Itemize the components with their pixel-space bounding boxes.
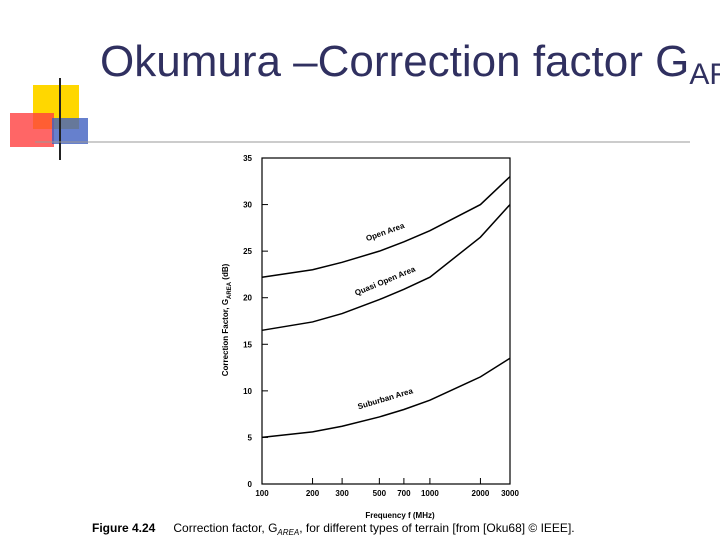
x-tick-label: 700 xyxy=(397,489,411,498)
x-tick-label: 100 xyxy=(255,489,269,498)
y-label-part: (dB) xyxy=(221,263,230,282)
series-line xyxy=(261,176,511,278)
caption: Figure 4.24 Correction factor, GAREA, for… xyxy=(92,521,575,537)
caption-text: Correction factor, G xyxy=(173,521,277,535)
caption-rest: , for different types of terrain [from [… xyxy=(299,521,574,535)
slide-title: Okumura –Correction factor GAREA xyxy=(100,37,720,91)
x-tick-label: 500 xyxy=(373,489,387,498)
series-label: Quasi Open Area xyxy=(353,264,417,297)
y-tick-label: 25 xyxy=(243,247,252,256)
x-tick-label: 1000 xyxy=(421,489,439,498)
y-tick-label: 10 xyxy=(243,387,252,396)
y-axis-label: Correction Factor, GAREA (dB) xyxy=(221,263,233,376)
y-label-part: Correction Factor, G xyxy=(221,299,230,376)
caption-sub: AREA xyxy=(276,528,299,537)
chart: 0 5 10 15 20 25 30 35 100 200 300 500 700 1000 2000 300… xyxy=(92,154,575,537)
series-label: Suburban Area xyxy=(357,386,415,411)
x-tick-label: 2000 xyxy=(472,489,490,498)
plot-frame xyxy=(261,157,511,485)
y-tick-label: 20 xyxy=(243,294,252,303)
series-line xyxy=(261,357,511,439)
y-tick-label: 15 xyxy=(243,340,252,349)
y-tick-label: 35 xyxy=(243,154,252,163)
title-main: Okumura –Correction factor G xyxy=(100,37,689,86)
y-tick-label: 30 xyxy=(243,201,252,210)
title-sub: AREA xyxy=(689,58,720,91)
series-label: Open Area xyxy=(365,221,406,243)
series-line xyxy=(261,204,511,332)
deco-square xyxy=(52,118,88,144)
x-tick-label: 200 xyxy=(306,489,320,498)
deco-square xyxy=(10,113,54,147)
x-tick-label: 3000 xyxy=(501,489,519,498)
y-tick-label: 5 xyxy=(248,433,253,442)
y-label-part: AREA xyxy=(227,281,233,299)
x-tick-label: 300 xyxy=(335,489,349,498)
x-axis-label: Frequency f (MHz) xyxy=(365,511,435,520)
y-tick-label: 0 xyxy=(248,480,253,489)
caption-number: Figure 4.24 xyxy=(92,521,156,535)
